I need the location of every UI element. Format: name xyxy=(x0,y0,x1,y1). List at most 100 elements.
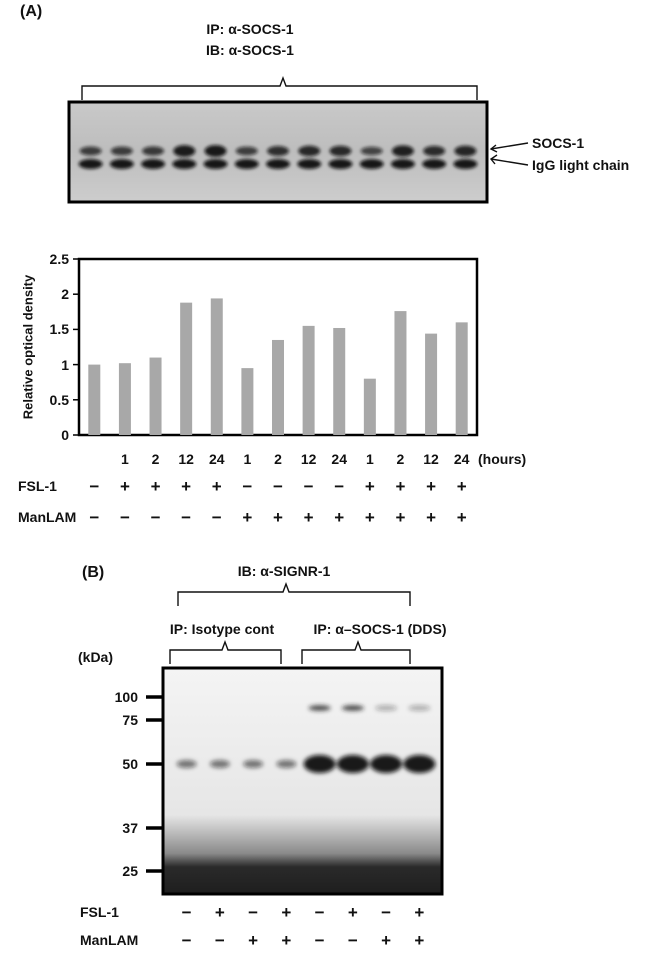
signr-1-band xyxy=(209,760,230,768)
marker-100: 100 xyxy=(114,689,138,705)
signr-1-band xyxy=(243,760,264,768)
igg-light-chain-band xyxy=(453,159,478,169)
panel-a-fsl-1-label: FSL-1 xyxy=(18,478,57,494)
panel-b-blot xyxy=(161,666,444,896)
socs-1-band xyxy=(423,145,446,157)
fsl-1-sign: + xyxy=(456,477,467,496)
fsl-1-sign: + xyxy=(347,903,358,922)
fsl-1-sign: + xyxy=(281,903,292,922)
manlam-sign: − xyxy=(211,508,222,527)
signr-1-band xyxy=(276,760,297,768)
manlam-sign: + xyxy=(426,508,437,527)
chart-bar xyxy=(363,378,376,435)
marker-75: 75 xyxy=(122,712,138,728)
panel-a-manlam-label: ManLAM xyxy=(18,509,77,525)
chart-bar xyxy=(394,311,407,435)
fsl-1-sign: − xyxy=(248,903,259,922)
chart-bar xyxy=(241,368,254,435)
signr-1-band xyxy=(176,760,197,768)
ib-bracket xyxy=(177,582,411,606)
panel-a-blot xyxy=(67,100,489,204)
chart-bar xyxy=(302,325,315,435)
hours-label: 24 xyxy=(331,451,348,467)
upper-band xyxy=(308,705,331,711)
manlam-sign: + xyxy=(242,508,253,527)
signr-1-band xyxy=(403,755,436,773)
fsl-1-sign: + xyxy=(181,477,192,496)
igg-light-chain-band xyxy=(266,159,290,169)
signr-1-band xyxy=(336,755,369,773)
manlam-sign: + xyxy=(273,508,283,527)
panel-a-label: (A) xyxy=(20,3,43,20)
fsl-1-sign: − xyxy=(89,477,100,496)
manlam-sign: − xyxy=(347,931,358,950)
hours-label: 12 xyxy=(300,451,317,467)
chart-bar xyxy=(149,357,162,435)
igg-light-chain-band xyxy=(78,159,103,169)
hours-label: 24 xyxy=(453,451,470,467)
igg-light-chain-band xyxy=(422,159,447,169)
hours-label: 2 xyxy=(274,451,282,467)
chart-bar xyxy=(118,363,131,435)
hours-label: 1 xyxy=(365,451,374,467)
hours-label: 12 xyxy=(423,451,439,467)
hours-label: 2 xyxy=(151,451,160,467)
y-tick-label: 0.5 xyxy=(49,391,69,408)
manlam-sign: + xyxy=(281,931,292,950)
chart-y-axis-label: Relative optical density xyxy=(20,274,36,420)
upper-band xyxy=(341,705,364,711)
hours-label: 1 xyxy=(243,451,252,467)
fsl-1-sign: − xyxy=(381,903,392,922)
marker-50: 50 xyxy=(122,756,138,772)
socs-1-band xyxy=(235,146,258,156)
fsl-1-sign: + xyxy=(211,477,222,496)
manlam-sign: − xyxy=(150,508,161,527)
igg-light-chain-label: IgG light chain xyxy=(532,157,630,173)
manlam-sign: − xyxy=(119,508,130,527)
marker-37: 37 xyxy=(122,820,138,836)
manlam-sign: − xyxy=(89,508,100,527)
socs-1-band xyxy=(142,146,165,156)
igg-light-chain-band xyxy=(297,159,322,169)
hours-label: 2 xyxy=(396,451,405,467)
igg-light-chain-band xyxy=(109,159,134,169)
chart-y-ticks xyxy=(73,258,79,436)
socs-1-label: SOCS-1 xyxy=(532,135,585,151)
fsl-1-sign: − xyxy=(273,477,283,496)
socs-1-band xyxy=(173,145,196,157)
igg-light-chain-band xyxy=(328,159,353,169)
manlam-sign: + xyxy=(414,931,425,950)
igg-light-chain-band xyxy=(234,159,259,169)
igg-light-chain-band xyxy=(203,159,228,169)
manlam-sign: + xyxy=(364,508,375,527)
chart-bars xyxy=(88,298,468,435)
manlam-sign: + xyxy=(395,508,406,527)
panel-b-label: (B) xyxy=(82,564,105,581)
manlam-sign: − xyxy=(314,931,325,950)
signr-1-band xyxy=(303,755,336,773)
fsl-1-sign: + xyxy=(214,903,225,922)
fsl-1-sign: − xyxy=(334,477,345,496)
socs-1-band xyxy=(360,146,383,156)
fsl-1-sign: + xyxy=(426,477,437,496)
isotype-ip-label: IP: Isotype cont xyxy=(169,621,275,637)
panel-a-blot-bands xyxy=(78,145,478,169)
fsl-1-sign: + xyxy=(119,477,130,496)
marker-25: 25 xyxy=(122,863,138,879)
panel-a-ip-label: IP: α-SOCS-1 xyxy=(206,21,294,37)
socs-1-band xyxy=(329,145,352,157)
manlam-sign: + xyxy=(334,508,345,527)
hours-unit-label: (hours) xyxy=(478,451,527,467)
socs-1-band xyxy=(391,145,414,157)
upper-band xyxy=(375,705,398,711)
panel-b-blot-bands xyxy=(176,705,436,773)
socs-1-band xyxy=(79,146,102,156)
chart-bar xyxy=(88,364,101,435)
panel-a-bracket xyxy=(81,76,478,100)
panel-b-ib-label: IB: α-SIGNR-1 xyxy=(237,563,331,579)
y-tick-label: 2 xyxy=(61,286,69,303)
manlam-sign: − xyxy=(181,931,192,950)
fsl-1-sign: + xyxy=(150,477,161,496)
isotype-bracket xyxy=(169,640,282,664)
chart-bar xyxy=(272,339,284,435)
